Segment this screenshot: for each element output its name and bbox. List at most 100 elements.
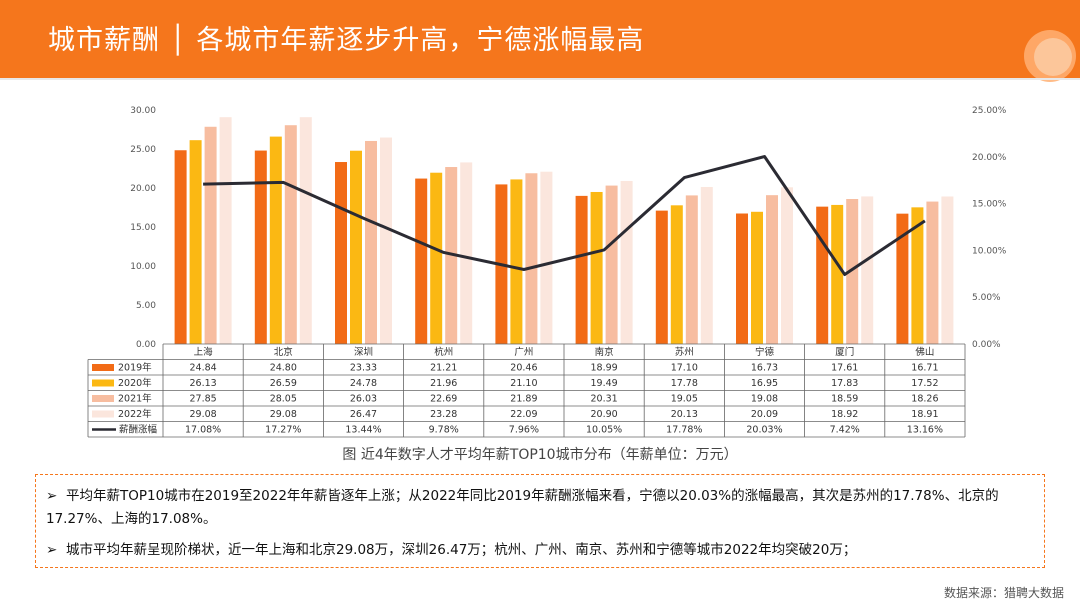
- data-label: 18.91: [911, 409, 938, 420]
- growth-rate-label: 7.42%: [830, 425, 860, 436]
- left-axis-tick-label: 25.00: [130, 145, 156, 155]
- bar-1: [415, 178, 428, 344]
- legend-label: 2021年: [118, 393, 152, 405]
- bar-3: [766, 195, 778, 344]
- page-title: 城市薪酬 │ 各城市年薪逐步升高，宁德涨幅最高: [48, 25, 645, 56]
- growth-rate-label: 20.03%: [746, 425, 782, 436]
- left-axis-tick-label: 15.00: [130, 223, 156, 233]
- header-bar: 城市薪酬 │ 各城市年薪逐步升高，宁德涨幅最高: [0, 0, 1080, 82]
- data-label: 22.09: [510, 409, 537, 420]
- data-label: 28.05: [270, 394, 297, 405]
- bar-2: [269, 136, 282, 344]
- bar-4: [380, 137, 392, 344]
- data-label: 26.03: [350, 394, 377, 405]
- data-label: 17.83: [831, 378, 858, 389]
- bar-3: [525, 173, 538, 344]
- data-label: 18.99: [590, 363, 617, 374]
- bar-4: [540, 171, 553, 344]
- bar-1: [174, 150, 187, 344]
- bar-1: [254, 150, 267, 344]
- bar-2: [189, 140, 202, 344]
- category-label: 宁德: [755, 346, 775, 358]
- data-label: 24.78: [350, 378, 377, 389]
- bar-2: [350, 150, 362, 344]
- category-label: 杭州: [434, 346, 453, 358]
- right-axis-tick-label: 25.00%: [972, 106, 1007, 116]
- bar-3: [926, 201, 939, 344]
- bar-4: [861, 196, 874, 344]
- data-label: 16.73: [751, 363, 778, 374]
- data-label: 26.59: [270, 378, 297, 389]
- summary-bullet-1: ➢ 平均年薪TOP10城市在2019至2022年年薪皆逐年上涨；从2022年同比2…: [46, 485, 1036, 531]
- bar-4: [620, 180, 633, 344]
- salary-chart: 0.00 5.00 10.00 15.00 20.00 25.00 30.00 0.00% 5.…: [87, 106, 1007, 438]
- right-axis-tick-label: 0.00%: [972, 340, 1001, 350]
- right-axis-tick-label: 20.00%: [972, 153, 1007, 163]
- chart-caption: 图 近4年数字人才平均年薪TOP10城市分布（年薪单位：万元）: [342, 447, 738, 463]
- bar-3: [846, 198, 859, 344]
- data-label: 24.84: [189, 363, 216, 374]
- right-axis-tick-label: 5.00%: [972, 293, 1001, 303]
- data-label: 16.95: [751, 378, 778, 389]
- bar-2: [590, 191, 603, 344]
- data-label: 18.59: [831, 394, 858, 405]
- growth-rate-label: 17.78%: [666, 425, 702, 436]
- data-label: 19.49: [590, 378, 617, 389]
- data-label: 16.71: [911, 363, 938, 374]
- growth-rate-label: 17.08%: [185, 425, 221, 436]
- data-label: 26.13: [189, 378, 216, 389]
- data-label: 17.61: [831, 363, 858, 374]
- category-label: 北京: [274, 346, 293, 358]
- category-label: 佛山: [915, 346, 934, 358]
- growth-rate-label: 13.44%: [345, 425, 381, 436]
- data-label: 23.33: [350, 363, 377, 374]
- bar-4: [219, 117, 232, 345]
- bar-1: [896, 213, 909, 344]
- right-axis-tick-label: 15.00%: [972, 200, 1007, 210]
- bar-1: [335, 162, 347, 344]
- data-label: 20.13: [671, 409, 698, 420]
- bar-3: [204, 126, 217, 344]
- bar-4: [700, 186, 713, 344]
- bar-1: [575, 195, 588, 344]
- data-label: 26.47: [350, 409, 377, 420]
- summary-box: ➢ 平均年薪TOP10城市在2019至2022年年薪皆逐年上涨；从2022年同比2…: [35, 474, 1045, 568]
- bar-4: [460, 162, 473, 344]
- growth-rate-label: 9.78%: [429, 425, 459, 436]
- legend-swatch-4: [92, 410, 114, 418]
- growth-rate-label: 13.16%: [907, 425, 943, 436]
- legend-label: 2022年: [118, 408, 152, 420]
- arrow-bullet-icon: ➢: [46, 542, 58, 558]
- summary-text-1: 平均年薪TOP10城市在2019至2022年年薪皆逐年上涨；从2022年同比20…: [46, 488, 999, 527]
- bar-3: [365, 140, 377, 344]
- category-label: 南京: [595, 346, 614, 358]
- bar-2: [510, 179, 523, 344]
- data-label: 18.26: [911, 394, 938, 405]
- data-label: 21.96: [430, 378, 457, 389]
- data-label: 21.21: [430, 363, 457, 374]
- left-axis-tick-label: 5.00: [136, 301, 156, 311]
- decorative-circle-inner: [1034, 38, 1072, 76]
- data-label: 21.89: [510, 394, 537, 405]
- bar-2: [911, 207, 924, 344]
- data-label: 17.52: [911, 378, 938, 389]
- data-label: 23.28: [430, 409, 457, 420]
- bar-1: [816, 206, 829, 344]
- arrow-bullet-icon: ➢: [46, 488, 58, 504]
- data-label: 27.85: [189, 394, 216, 405]
- legend-swatch-2: [92, 379, 114, 387]
- data-label: 18.92: [831, 409, 858, 420]
- data-label: 21.10: [510, 378, 537, 389]
- category-label: 上海: [194, 346, 214, 358]
- summary-text-2: 城市平均年薪呈现阶梯状，近一年上海和北京29.08万，深圳26.47万；杭州、广…: [66, 542, 857, 558]
- left-axis-tick-label: 30.00: [130, 106, 156, 116]
- data-label: 17.10: [671, 363, 698, 374]
- data-label: 22.69: [430, 394, 457, 405]
- growth-rate-label: 7.96%: [509, 425, 539, 436]
- growth-rate-label: 17.27%: [265, 425, 301, 436]
- bar-1: [736, 213, 748, 344]
- bar-4: [781, 187, 793, 344]
- legend-swatch-1: [92, 364, 114, 371]
- category-label: 厦门: [835, 346, 854, 358]
- growth-rate-line: [203, 155, 926, 277]
